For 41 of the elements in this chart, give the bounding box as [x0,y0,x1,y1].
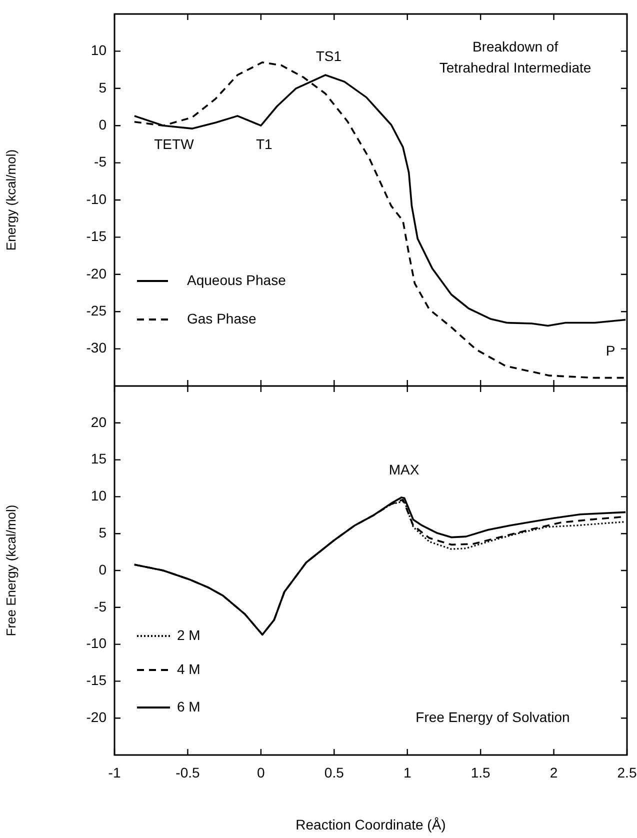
annotation: TETW [154,136,195,152]
y-tick-label: -20 [86,265,107,282]
y-tick-label: -30 [86,340,107,356]
annotation: P [606,342,616,358]
y-tick-label: 10 [90,488,107,504]
y-tick-label: -10 [86,190,107,207]
legend-label: 6 M [177,698,200,714]
legend-label: 4 M [177,660,200,677]
y-tick-label: -10 [86,635,107,652]
y-tick-label: -5 [94,598,107,614]
y-tick-label: 5 [98,79,107,96]
y-tick-label: -15 [86,228,107,244]
legend-label: Gas Phase [187,310,256,326]
x-tick-label: 2.5 [617,764,637,780]
annotation: T1 [256,136,273,152]
y-tick-label: -5 [94,154,107,170]
legend-label: Aqueous Phase [187,272,286,288]
y-tick-label: 10 [90,42,107,58]
x-tick-label: 2 [550,764,558,780]
x-tick-label: 1 [403,764,412,780]
x-tick-label: -1 [108,764,121,780]
y-tick-label: 0 [98,561,107,578]
y-tick-label: 5 [98,524,107,540]
x-tick-label: 0.5 [324,764,344,780]
x-tick-label: 0 [257,764,266,780]
x-tick-label: 1.5 [470,764,491,780]
y-axis-title: Energy (kcal/mol) [3,149,18,251]
annotation: MAX [388,462,420,478]
x-tick-label: -0.5 [176,764,200,780]
y-tick-label: 0 [98,116,107,132]
y-tick-label: -25 [86,302,107,318]
x-axis-title: Reaction Coordinate (Å) [296,816,446,832]
annotation: TS1 [316,48,342,64]
y-tick-label: 20 [90,414,107,430]
legend-label: 2 M [177,626,200,643]
y-tick-label: 15 [90,450,107,467]
y-tick-label: -15 [86,672,107,688]
annotation: Breakdown of Tetrahedral Intermediate [439,38,592,76]
y-tick-label: -20 [86,708,107,725]
y-axis-title: Free Energy (kcal/mol) [3,504,18,636]
annotation: Free Energy of Solvation [416,708,570,725]
